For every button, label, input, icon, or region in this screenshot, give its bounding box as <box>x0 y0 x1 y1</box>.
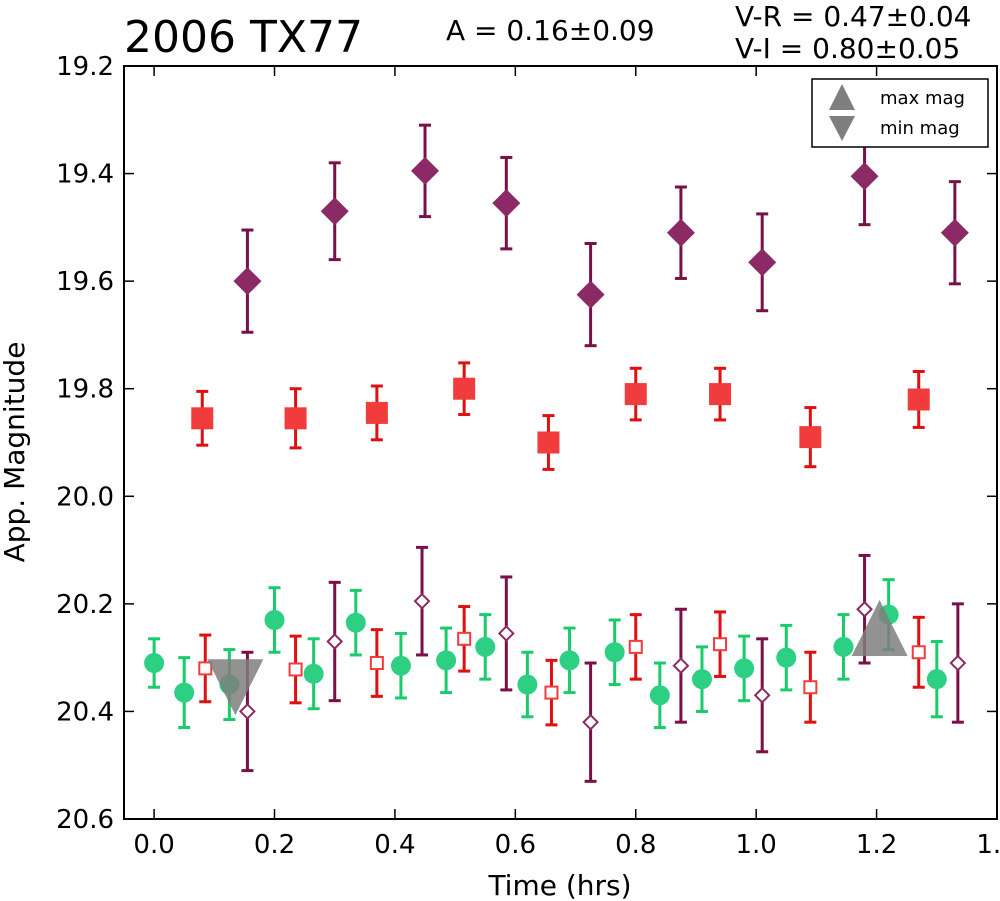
series-3-point <box>713 637 728 652</box>
plot-frame <box>123 65 998 820</box>
series-4-point <box>856 600 873 618</box>
y-tick-label: 19.8 <box>56 375 114 405</box>
max-mag-marker <box>851 600 908 657</box>
series-3-point <box>288 662 303 677</box>
series-1-point <box>191 407 214 430</box>
series-0-point <box>576 280 605 309</box>
series-2-point <box>517 674 538 695</box>
x-tick-label: 0.2 <box>254 830 295 860</box>
y-tick-label: 20.0 <box>56 482 114 512</box>
series-2-point <box>303 663 324 684</box>
series-2-point <box>734 658 755 679</box>
series-3-point <box>544 685 559 700</box>
series-4-point <box>672 657 690 675</box>
axis-ticks: 0.0 0.2 0.4 0.6 0.8 1.0 1.2 1.4 19.2 19.4 19.6 19.8… <box>56 52 1000 860</box>
series-3-point <box>911 645 926 660</box>
series-0-point <box>411 156 440 185</box>
series-0-point <box>748 248 777 277</box>
amplitude-stat: A = 0.16±0.09 <box>446 14 655 47</box>
x-tick-label: 0.0 <box>133 830 174 860</box>
series-1-point <box>284 407 307 430</box>
x-tick-label: 0.8 <box>615 830 656 860</box>
series-2-point <box>436 650 457 671</box>
v-i-color-stat: V-I = 0.80±0.05 <box>735 32 961 65</box>
legend: max mag min mag <box>811 78 989 148</box>
v-r-color-stat: V-R = 0.47±0.04 <box>735 0 972 33</box>
series-2-point <box>649 685 670 706</box>
series-3-point <box>803 680 818 695</box>
series-1-point <box>907 388 930 411</box>
x-tick-label: 0.4 <box>374 830 415 860</box>
series-1-point <box>799 426 822 449</box>
y-tick-label: 19.2 <box>56 52 114 82</box>
series-1-point <box>624 383 647 406</box>
chart-title: 2006 TX77 <box>124 12 363 63</box>
legend-max-mag-label: max mag <box>880 88 965 109</box>
series-4-point <box>949 654 967 672</box>
series-2-point <box>926 669 947 690</box>
x-tick-label: 1.0 <box>735 830 776 860</box>
series-2-point <box>345 612 366 633</box>
plot-marks <box>144 123 969 783</box>
x-tick-label: 1.2 <box>856 830 897 860</box>
series-3-point <box>628 639 643 654</box>
y-tick-label: 19.6 <box>56 267 114 297</box>
series-2-point <box>776 647 797 668</box>
series-2-point <box>390 655 411 676</box>
series-2-point <box>144 653 165 674</box>
series-2-point <box>174 682 195 703</box>
x-axis-label: Time (hrs) <box>487 869 631 901</box>
series-1-point <box>709 383 732 406</box>
y-tick-label: 20.6 <box>56 805 114 835</box>
y-tick-label: 20.4 <box>56 697 114 727</box>
legend-max-mag-marker <box>829 84 855 110</box>
y-tick-label: 19.4 <box>56 160 114 190</box>
series-3-point <box>369 656 384 671</box>
series-1-point <box>453 377 476 400</box>
y-axis-label: App. Magnitude <box>0 342 31 563</box>
y-tick-label: 20.2 <box>56 590 114 620</box>
min-mag-marker <box>207 659 264 716</box>
series-3-point <box>198 661 213 676</box>
series-4-point <box>582 713 600 731</box>
series-2-point <box>833 636 854 657</box>
series-4-point <box>239 703 256 720</box>
x-tick-label: 0.6 <box>495 830 536 860</box>
series-0-point <box>233 267 262 296</box>
series-0-point <box>940 218 969 247</box>
series-2-point <box>691 669 712 690</box>
series-4-point <box>413 592 431 610</box>
series-1-point <box>537 431 560 454</box>
series-0-point <box>320 197 349 226</box>
series-1-point <box>365 401 388 424</box>
legend-min-mag-label: min mag <box>880 118 960 139</box>
series-4-point <box>326 633 344 650</box>
series-0-point <box>850 162 879 191</box>
series-2-point <box>559 650 580 671</box>
x-tick-label: 1.4 <box>976 830 1000 860</box>
legend-min-mag-marker <box>829 116 855 141</box>
series-4-point <box>753 686 771 704</box>
series-0-point <box>666 218 695 247</box>
series-2-point <box>604 642 625 663</box>
series-0-point <box>492 189 521 218</box>
series-4-point <box>497 625 515 642</box>
series-2-point <box>264 609 285 630</box>
series-3-point <box>457 631 472 646</box>
series-2-point <box>475 636 496 657</box>
